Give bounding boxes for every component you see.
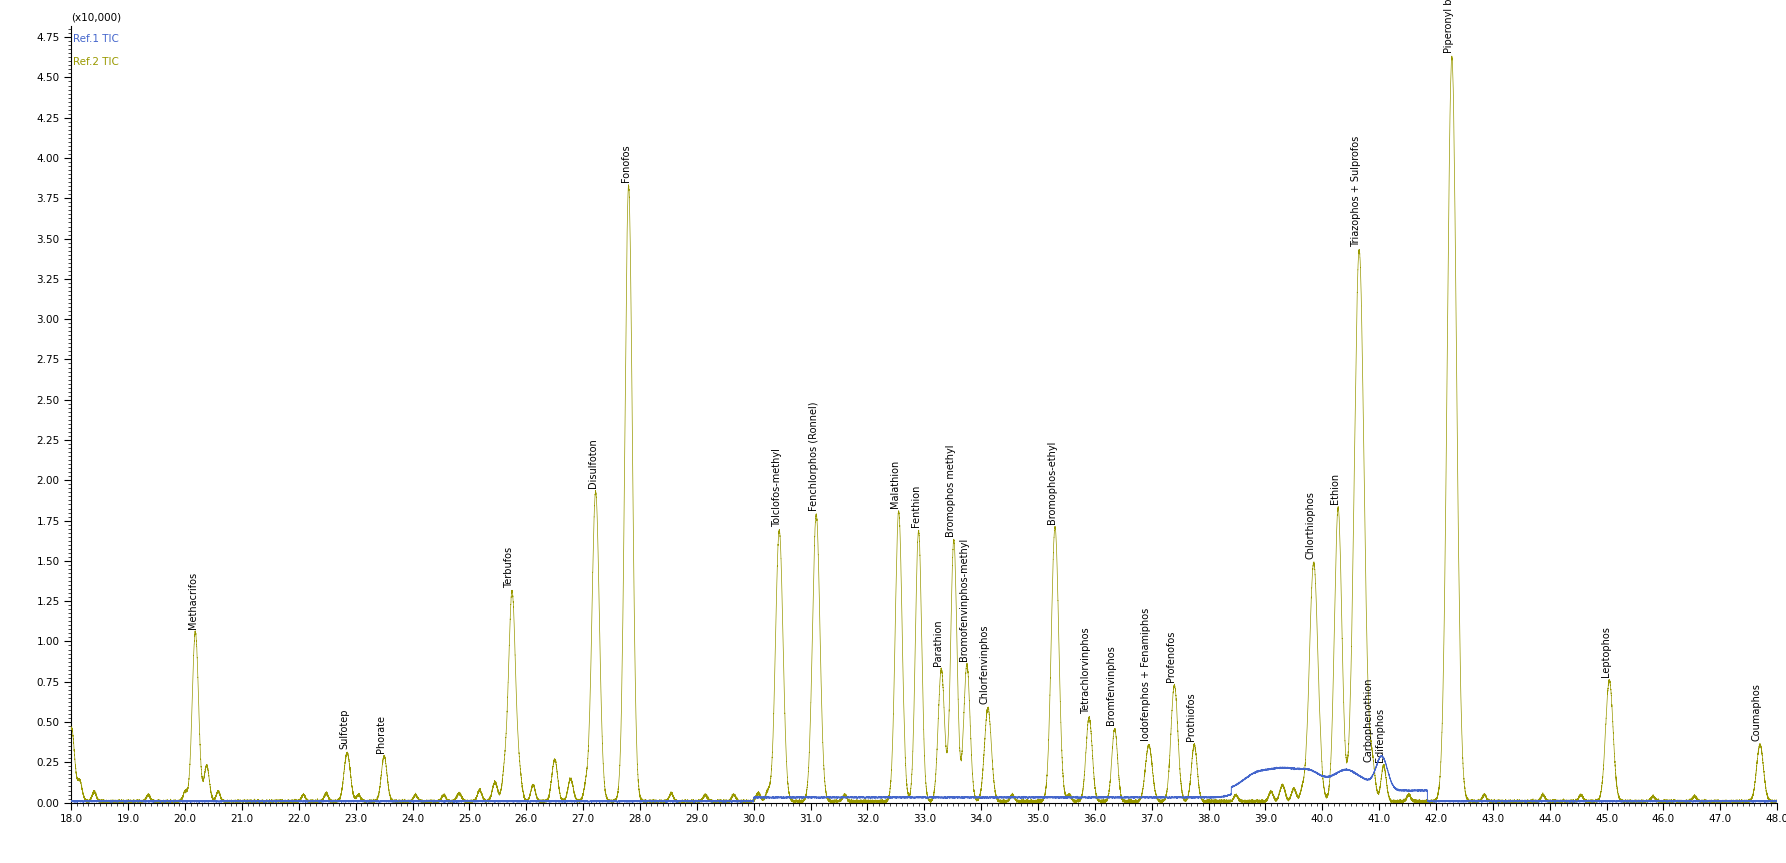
Text: Iodofenphos + Fenamiphos: Iodofenphos + Fenamiphos [1141, 608, 1150, 741]
Text: Ref.1 TIC: Ref.1 TIC [73, 34, 120, 44]
Text: Triazophos + Sulprofos: Triazophos + Sulprofos [1350, 135, 1361, 247]
Text: Sulfotep: Sulfotep [339, 709, 348, 749]
Text: Chlorthiophos: Chlorthiophos [1306, 491, 1316, 559]
Text: Phorate: Phorate [377, 715, 386, 753]
Text: Fenchlorphos (Ronnel): Fenchlorphos (Ronnel) [809, 401, 818, 511]
Text: Fonofos: Fonofos [622, 145, 630, 182]
Text: Bromophos methyl: Bromophos methyl [945, 444, 956, 537]
Text: Ethion: Ethion [1331, 473, 1340, 505]
Text: Bromophos-ethyl: Bromophos-ethyl [1047, 440, 1057, 524]
Text: Edifenphos: Edifenphos [1375, 709, 1386, 762]
Text: (x10,000): (x10,000) [71, 12, 121, 22]
Text: Bromofenvinphos-methyl: Bromofenvinphos-methyl [959, 538, 968, 661]
Text: Piperonyl butoxide: Piperonyl butoxide [1443, 0, 1454, 54]
Text: Parathion: Parathion [932, 619, 943, 665]
Text: Carbophenothion: Carbophenothion [1365, 677, 1373, 762]
Text: Prothiofos: Prothiofos [1186, 693, 1197, 741]
Text: Terbufos: Terbufos [504, 547, 514, 589]
Text: Ref.2 TIC: Ref.2 TIC [73, 57, 120, 67]
Text: Methacrifos: Methacrifos [188, 571, 198, 628]
Text: Fenthion: Fenthion [911, 485, 922, 527]
Text: Disulfoton: Disulfoton [588, 438, 598, 488]
Text: Tolclofos-methyl: Tolclofos-methyl [772, 448, 782, 527]
Text: Tetrachlorvinphos: Tetrachlorvinphos [1081, 627, 1091, 714]
Text: Coumaphos: Coumaphos [1752, 683, 1761, 741]
Text: Leptophos: Leptophos [1600, 626, 1611, 677]
Text: Malathion: Malathion [891, 459, 900, 507]
Text: Bromfenvinphos: Bromfenvinphos [1106, 646, 1116, 725]
Text: Profenofos: Profenofos [1166, 630, 1177, 682]
Text: Chlorfenvinphos: Chlorfenvinphos [981, 625, 989, 704]
